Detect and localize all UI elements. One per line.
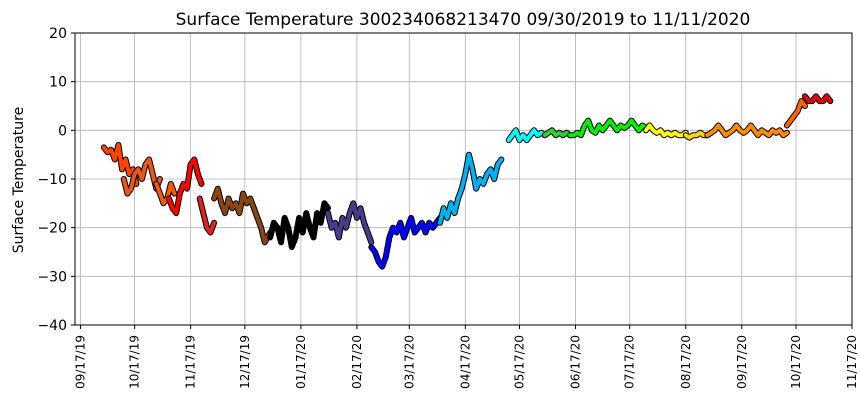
series-line (803, 94, 833, 104)
series-line (121, 157, 162, 196)
series-line (326, 201, 374, 245)
y-tick-label: −20 (37, 221, 67, 237)
x-tick-label: 11/17/20 (845, 335, 859, 389)
series-line (212, 186, 273, 245)
series-line (101, 142, 139, 186)
x-tick-label: 06/17/20 (569, 335, 583, 389)
x-tick-label: 05/17/20 (513, 335, 527, 389)
series-line (568, 118, 648, 138)
series-line (542, 128, 573, 138)
y-tick-label: −40 (37, 318, 67, 334)
y-tick-label: −30 (37, 269, 67, 285)
y-axis-label: Surface Temperature (11, 107, 27, 253)
series-line (784, 99, 807, 128)
x-tick-label: 10/17/19 (128, 335, 142, 389)
series-line (506, 128, 547, 143)
x-tick-label: 12/17/19 (238, 335, 252, 389)
x-tick-label: 10/17/20 (789, 335, 803, 389)
series-group (100, 93, 834, 270)
x-tick-label: 03/17/20 (402, 335, 416, 389)
x-tick-label: 11/17/19 (184, 335, 198, 389)
x-tick-label: 07/17/20 (623, 335, 637, 389)
series-line (705, 123, 789, 138)
series-line (197, 196, 217, 235)
x-tick-label: 04/17/20 (458, 335, 472, 389)
series-line (644, 123, 688, 138)
x-axis: 09/17/19 10/17/19 11/17/19 12/17/19 01/17/20… (73, 325, 859, 389)
y-tick-label: 0 (58, 123, 67, 139)
series-line (154, 181, 177, 206)
series-line (683, 130, 710, 140)
y-tick-label: 10 (49, 75, 67, 91)
x-tick-label: 09/17/20 (735, 335, 749, 389)
series-line (369, 215, 442, 269)
series-line (167, 157, 204, 216)
x-tick-label: 01/17/20 (294, 335, 308, 389)
chart-title: Surface Temperature 300234068213470 09/3… (176, 10, 751, 30)
x-tick-label: 02/17/20 (350, 335, 364, 389)
y-axis: 20 10 0 −10 −20 −30 −40 (37, 26, 75, 334)
x-tick-label: 09/17/19 (73, 335, 87, 389)
x-tick-label: 08/17/20 (679, 335, 693, 389)
y-tick-label: 20 (49, 26, 67, 42)
series-line (438, 152, 504, 225)
y-tick-label: −10 (37, 172, 67, 188)
series-line (268, 201, 330, 250)
